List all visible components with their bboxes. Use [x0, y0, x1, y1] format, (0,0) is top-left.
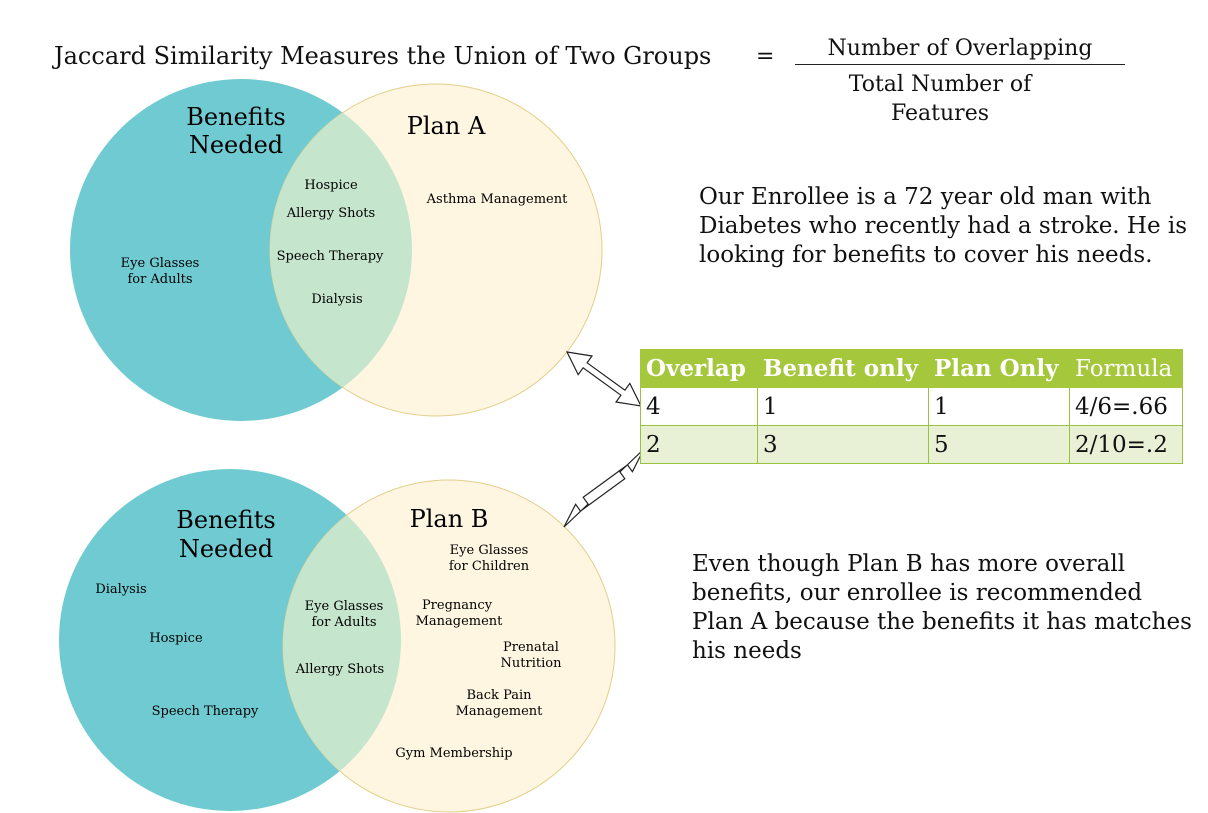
table-cell: 4	[640, 387, 758, 426]
table-cell: 2/10=.2	[1069, 425, 1183, 464]
table-cell: 1	[757, 387, 929, 426]
fraction-line	[795, 64, 1125, 65]
enrollee-description: Our Enrollee is a 72 year old man with D…	[699, 184, 1188, 268]
plan-only-item-b: Prenatal	[503, 640, 559, 655]
overlap-item-b: for Adults	[311, 615, 376, 630]
denominator-line-2: Features	[890, 101, 990, 126]
table-header-row: Overlap Benefit only Plan Only Formula	[640, 349, 1183, 388]
plan-only-item-b: for Children	[449, 559, 530, 574]
benefits-needed-label-b-2: Needed	[179, 535, 273, 563]
plan-only-item-b: Nutrition	[501, 656, 563, 671]
overlap-item-a: Allergy Shots	[286, 206, 375, 221]
table-cell: 4/6=.66	[1069, 387, 1183, 426]
table-cell: 1	[928, 387, 1070, 426]
benefits-needed-label-a-1: Benefits	[186, 103, 285, 131]
overlap-item-a: Dialysis	[311, 292, 362, 307]
overlap-item-b: Eye Glasses	[305, 599, 384, 614]
overlap-b-region	[283, 480, 401, 811]
page-title: Jaccard Similarity Measures the Union of…	[54, 42, 712, 70]
column-header-plan-only: Plan Only	[928, 349, 1070, 388]
recommendation-text: Even though Plan B has more overall bene…	[692, 551, 1192, 664]
table-cell: 2	[640, 425, 758, 464]
benefit-only-item-b: Hospice	[149, 631, 203, 646]
overlap-item-a: Hospice	[304, 178, 358, 193]
plan-only-item-b: Gym Membership	[395, 746, 512, 761]
table-cell: 5	[928, 425, 1070, 464]
plan-only-item-b: Management	[416, 614, 504, 629]
table-cell: 3	[757, 425, 929, 464]
column-header-benefit-only: Benefit only	[757, 349, 929, 388]
venn-a: Benefits Needed Plan A Eye Glasses for A…	[70, 79, 603, 421]
plan-only-item-a: Asthma Management	[426, 192, 568, 207]
plan-a-label: Plan A	[407, 112, 486, 140]
double-arrow-icon	[565, 351, 643, 407]
column-header-formula: Formula	[1069, 349, 1183, 388]
plan-b-label: Plan B	[410, 505, 489, 533]
plan-only-item-b: Back Pain	[466, 688, 532, 703]
benefits-needed-label-b-1: Benefits	[176, 506, 275, 534]
benefit-only-item-a: Eye Glasses	[121, 256, 200, 271]
benefits-needed-label-a-2: Needed	[189, 131, 283, 159]
overlap-item-a: Speech Therapy	[277, 249, 384, 264]
venn-b: Benefits Needed Plan B Dialysis Hospice …	[59, 469, 616, 813]
double-arrow-icon	[563, 448, 645, 528]
benefit-only-item-a: for Adults	[127, 272, 192, 287]
plan-only-item-b: Pregnancy	[422, 598, 493, 613]
denominator-line-1: Total Number of	[848, 72, 1032, 97]
plan-only-item-b: Management	[456, 704, 544, 719]
benefit-only-item-b: Dialysis	[95, 582, 146, 597]
table-row: 4 1 1 4/6=.66	[640, 387, 1183, 426]
plan-only-item-b: Eye Glasses	[450, 543, 529, 558]
overlap-item-b: Allergy Shots	[295, 662, 384, 677]
formula-numerator: Number of Overlapping	[827, 36, 1093, 61]
overlap-a-region	[270, 84, 412, 416]
jaccard-table: Overlap Benefit only Plan Only Formula 4…	[640, 349, 1183, 464]
benefit-only-item-b: Speech Therapy	[152, 704, 259, 719]
table-row: 2 3 5 2/10=.2	[640, 425, 1183, 464]
formula-denominator: Total Number of Features	[810, 70, 1070, 128]
equals-sign: =	[756, 44, 775, 69]
column-header-overlap: Overlap	[640, 349, 758, 388]
